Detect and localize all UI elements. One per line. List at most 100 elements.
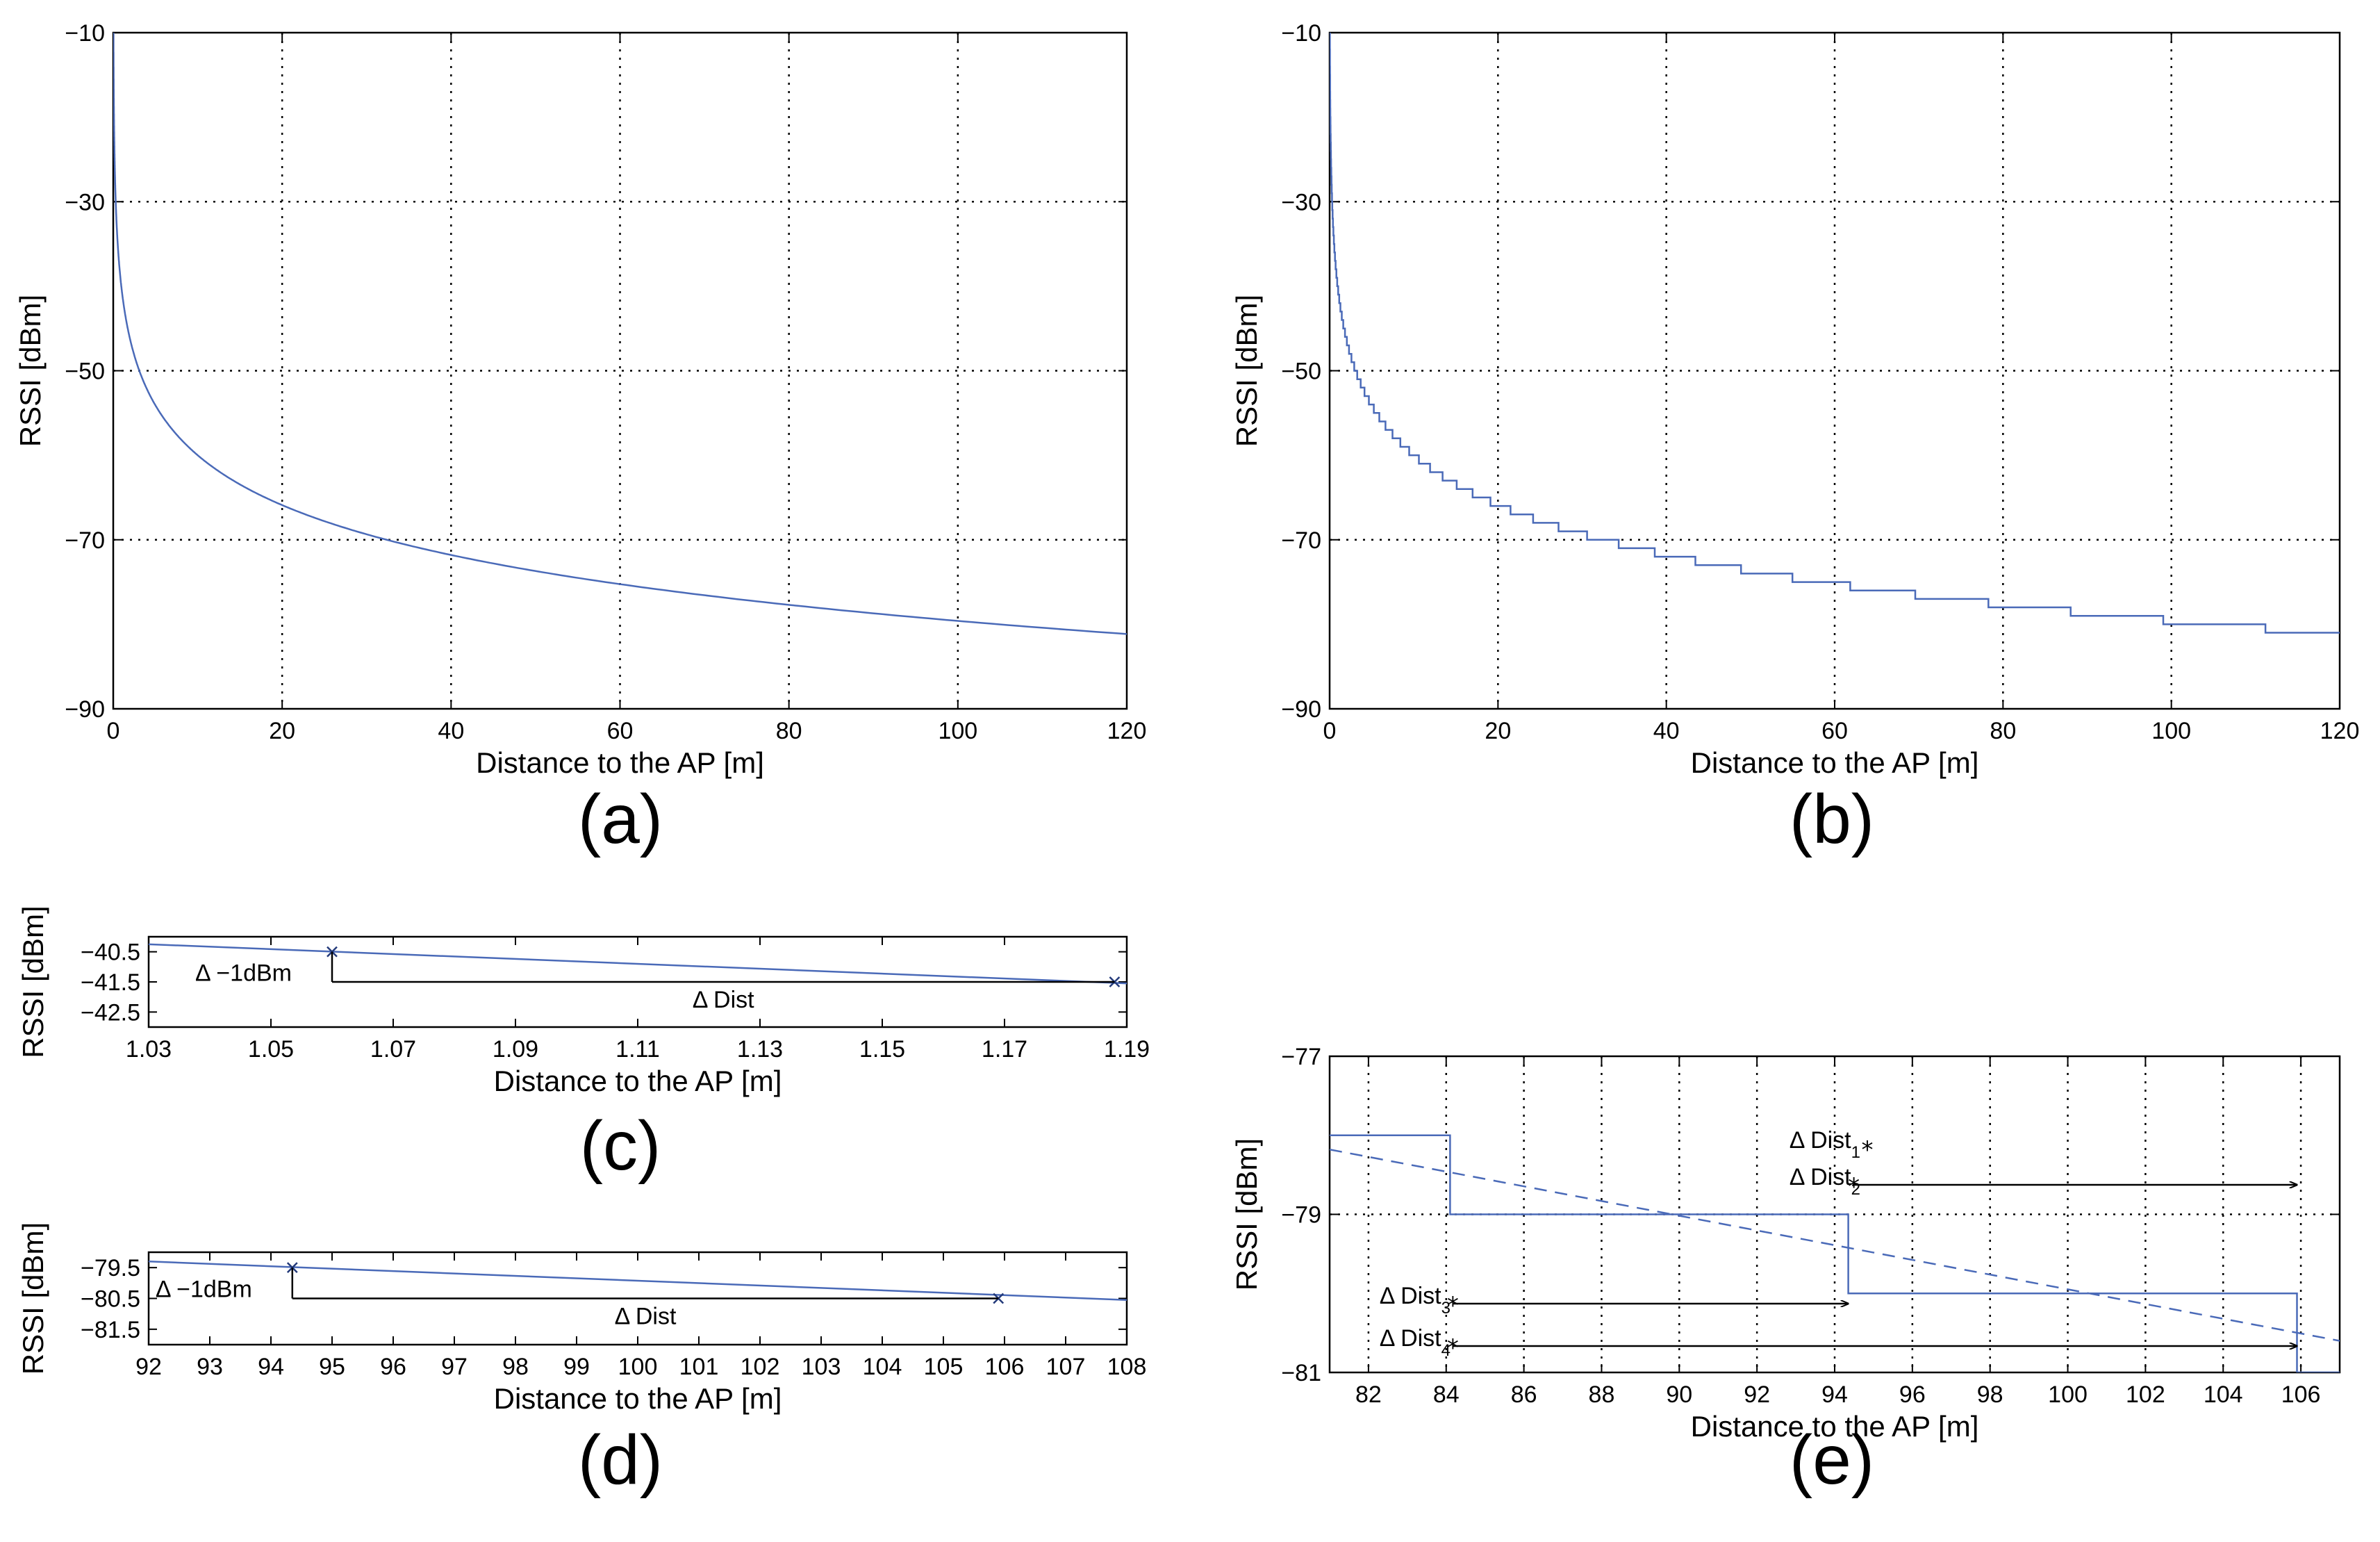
x-tick-label: 120 [1107,718,1147,744]
axes-frame [112,31,1128,710]
x-tick-label: 1.05 [248,1036,294,1063]
y-tick-label: −70 [1281,527,1321,554]
y-tick-label: −77 [1281,1044,1321,1070]
chart-b: 0 20 40 60 80 100 120 −90 −70 −50 −30 −10 Distance t… [1230,20,2360,858]
delta-dist-2-label: Δ Dist2 [1790,1164,1860,1199]
x-tick-label: 105 [924,1354,964,1380]
chart-e: 82 84 86 88 90 92 94 96 98 100 102 104 106 −81 −79 −77 D… [1230,1044,2341,1499]
y-tick-label: −80.5 [81,1286,140,1313]
series-line [148,1261,1127,1301]
x-tick-label: 20 [269,718,295,744]
x-tick-label: 102 [741,1354,780,1380]
series-line [1330,33,2340,634]
x-tick-label: 102 [2126,1381,2165,1408]
chart-a: 0 20 40 60 80 100 120 −90 −70 −50 −30 −10 Distance t… [14,20,1147,858]
delta-dist-text: Δ Dist [1790,1127,1851,1154]
x-tick-label: 104 [2204,1381,2243,1408]
x-tick-label: 1.19 [1104,1036,1150,1063]
y-tick-label: −10 [1281,20,1321,47]
axes-frame [1328,31,2341,710]
x-tick-label: 84 [1433,1381,1460,1408]
x-tick-label: 104 [863,1354,902,1380]
panel-label: (a) [578,780,663,858]
x-tick-label: 100 [2048,1381,2088,1408]
star-marker: * [1848,1173,1860,1201]
delta-dist-4-label: Δ Dist4 [1380,1325,1451,1360]
x-tick-label: 0 [107,718,120,744]
delta-dist-subscript: 3 [1441,1299,1451,1318]
delta-dist-text: Δ Dist [1790,1164,1851,1190]
x-tick-label: 90 [1666,1381,1692,1408]
delta-rssi-label: Δ −1dBm [195,960,292,986]
y-tick-label: −40.5 [81,940,140,966]
x-tick-label: 40 [438,718,464,744]
axes-frame [1328,1055,2341,1374]
x-tick-label: 94 [1821,1381,1848,1408]
x-tick-label: 93 [197,1354,223,1380]
panel-label: (b) [1790,780,1874,858]
axes-frame [147,1251,1128,1346]
delta-dist-3-label: Δ Dist3 [1380,1283,1451,1318]
x-tick-label: 103 [802,1354,841,1380]
star-marker: * [1862,1136,1874,1164]
y-tick-label: −50 [1281,359,1321,385]
x-axis-label: Distance to the AP [m] [494,1382,782,1415]
star-marker: * [1447,1334,1459,1362]
x-tick-label: 1.07 [370,1036,416,1063]
x-tick-label: 106 [985,1354,1025,1380]
x-tick-label: 98 [502,1354,529,1380]
quantized-series-line [1330,1134,2340,1372]
x-tick-label: 60 [607,718,634,744]
x-tick-label: 1.17 [982,1036,1027,1063]
x-tick-label: 82 [1355,1381,1382,1408]
panel-label: (e) [1790,1421,1874,1499]
x-axis-label: Distance to the AP [m] [476,746,764,779]
x-tick-label: 80 [776,718,802,744]
x-tick-label: 100 [938,718,977,744]
x-tick-label: 0 [1323,718,1337,744]
x-tick-label: 101 [679,1354,719,1380]
x-tick-label: 100 [2151,718,2191,744]
y-tick-label: −81 [1281,1360,1321,1386]
x-tick-label: 1.11 [615,1036,660,1063]
x-tick-label: 86 [1511,1381,1537,1408]
x-tick-label: 88 [1589,1381,1615,1408]
x-tick-label: 1.13 [737,1036,783,1063]
x-tick-label: 1.03 [126,1036,172,1063]
panel-label: (c) [580,1107,661,1185]
series-line [113,33,1127,635]
delta-rssi-label: Δ −1dBm [156,1276,252,1302]
y-tick-label: −70 [65,527,105,554]
x-tick-label: 40 [1653,718,1680,744]
y-tick-label: −50 [65,359,105,385]
x-tick-label: 107 [1046,1354,1086,1380]
x-tick-label: 1.09 [493,1036,538,1063]
y-tick-label: −90 [1281,696,1321,723]
y-tick-label: −81.5 [81,1317,140,1343]
axes-frame [147,935,1128,1028]
delta-dist-subscript: 4 [1441,1341,1451,1360]
delta-dist-text: Δ Dist [1380,1283,1441,1309]
delta-dist-text: Δ Dist [1380,1325,1441,1352]
y-tick-label: −41.5 [81,969,140,996]
y-tick-label: −42.5 [81,999,140,1026]
x-tick-label: 92 [135,1354,162,1380]
x-tick-label: 92 [1744,1381,1770,1408]
y-tick-label: −30 [65,189,105,215]
y-tick-label: −10 [65,20,105,47]
x-tick-label: 120 [2320,718,2360,744]
x-tick-label: 106 [2281,1381,2321,1408]
x-tick-label: 97 [441,1354,468,1380]
panel-label: (d) [578,1421,663,1499]
y-axis-label: RSSI [dBm] [17,905,49,1058]
x-tick-label: 96 [380,1354,406,1380]
x-axis-label: Distance to the AP [m] [1691,746,1979,779]
chart-c: 1.03 1.05 1.07 1.09 1.11 1.13 1.15 1.17 1.19 −40.… [17,905,1150,1185]
delta-dist-label: Δ Dist [693,987,754,1013]
y-axis-label: RSSI [dBm] [1230,295,1263,447]
delta-dist-1-label: Δ Dist1 [1790,1127,1860,1162]
continuous-series-line [1330,1148,2340,1342]
x-tick-label: 98 [1977,1381,2003,1408]
y-tick-label: −79.5 [81,1255,140,1281]
